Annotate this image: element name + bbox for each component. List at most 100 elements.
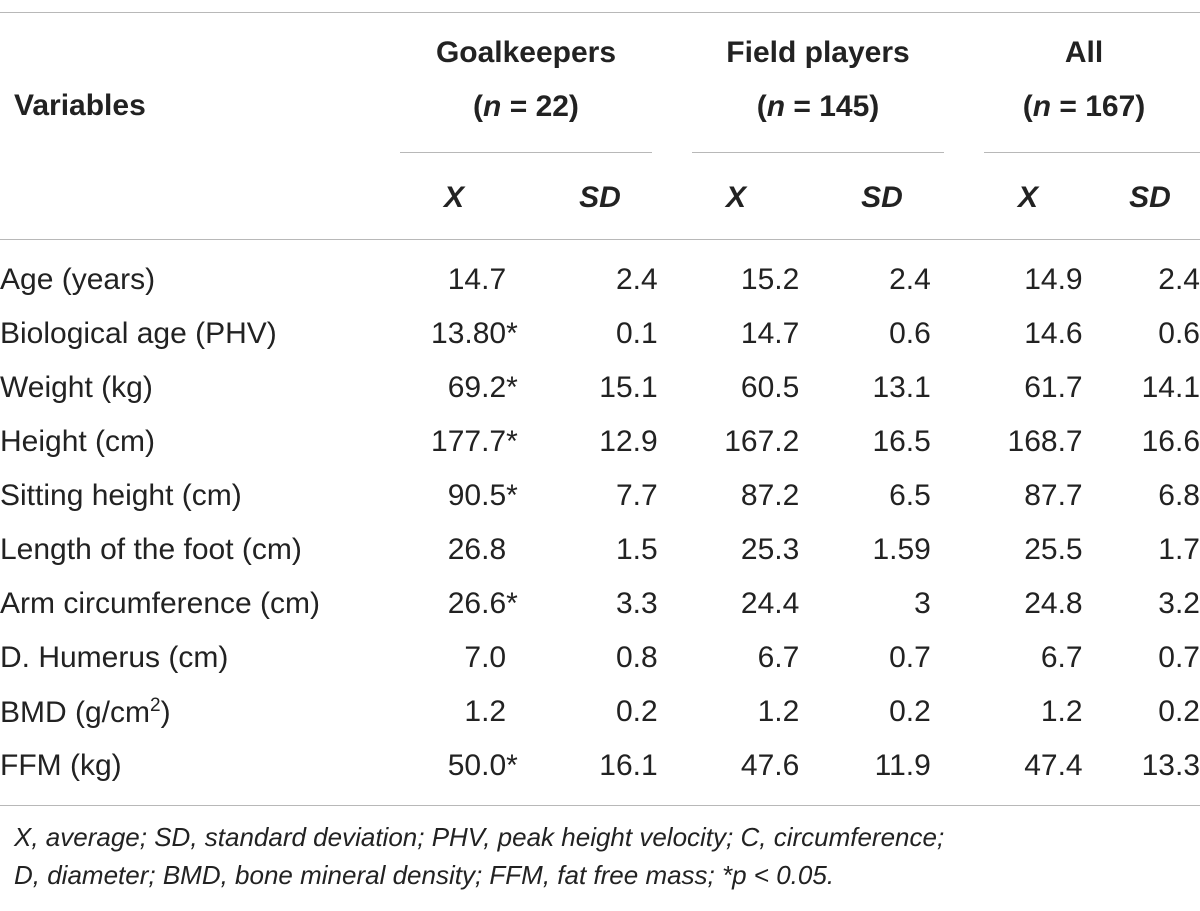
group-n: (n = 22) (473, 90, 579, 123)
variable-cell: Sitting height (cm) (0, 479, 242, 512)
significance-marker: * (506, 479, 518, 512)
value-cell: 1.5 (615, 533, 658, 566)
table-row: Height (cm) 177.7* 12.9 167.2 16.5 168.7 16.6 (0, 415, 1200, 469)
variables-header: Variables (14, 89, 146, 122)
value-cell: 3.3 (615, 587, 658, 620)
table-row: D. Humerus (cm) 7.0 0.8 6.7 0.7 6.7 0.7 (0, 631, 1200, 685)
value-cell: 16.6 (1141, 425, 1200, 458)
variable-cell: Biological age (PHV) (0, 317, 277, 350)
value-cell: 7.7 (615, 479, 658, 512)
variable-cell: Weight (kg) (0, 371, 153, 404)
value-cell: 0.6 (889, 317, 931, 350)
variable-cell: FFM (kg) (0, 749, 122, 782)
value-cell: 177.7* (384, 415, 526, 469)
value-cell: 25.3 (740, 533, 800, 566)
value-cell: 24.4 (740, 587, 800, 620)
group-rule-goalkeepers (400, 152, 652, 153)
group-header-field-players: Field players (n = 145) (668, 26, 968, 134)
value-cell: 25.5 (1024, 533, 1083, 566)
table-row: Biological age (PHV) 13.80* 0.1 14.7 0.6 14.6… (0, 307, 1200, 361)
value-cell: 0.8 (615, 641, 658, 674)
value-cell: 16.5 (872, 425, 931, 458)
variable-cell: Age (years) (0, 263, 156, 296)
value-cell: 1.59 (872, 533, 931, 566)
value-cell: 87.2 (740, 479, 800, 512)
value-cell: 50.0* (384, 739, 526, 793)
value-cell: 47.6 (740, 749, 800, 782)
value-cell: 69.2* (384, 361, 526, 415)
value-cell: 0.2 (889, 695, 931, 728)
value-cell: 13.3 (1141, 749, 1200, 782)
value-cell: 14.7 (447, 263, 507, 296)
subheader-sd: SD (579, 181, 621, 214)
variable-cell: D. Humerus (cm) (0, 641, 229, 674)
subheader-sd: SD (1129, 181, 1171, 214)
group-n: (n = 167) (1022, 90, 1146, 123)
value-cell: 0.2 (615, 695, 658, 728)
value-cell: 47.4 (1024, 749, 1083, 782)
variable-cell: Arm circumference (cm) (0, 587, 321, 620)
group-header-goalkeepers: Goalkeepers (n = 22) (376, 26, 676, 134)
table-bottom-rule (0, 805, 1200, 806)
subheader-x: X (443, 181, 464, 214)
value-cell: 16.1 (599, 749, 658, 782)
data-table: Age (years) 14.7 2.4 15.2 2.4 14.9 2.4 Biologic… (0, 253, 1200, 793)
value-cell: 1.2 (757, 695, 800, 728)
table-row: Length of the foot (cm) 26.8 1.5 25.3 1.59 25… (0, 523, 1200, 577)
value-cell: 15.1 (599, 371, 658, 404)
group-rule-field-players (692, 152, 944, 153)
value-cell: 0.6 (1158, 317, 1200, 350)
table-row: Age (years) 14.7 2.4 15.2 2.4 14.9 2.4 (0, 253, 1200, 307)
group-name: Field players (726, 36, 910, 69)
value-cell: 11.9 (874, 749, 931, 782)
group-name: All (1064, 36, 1104, 69)
value-cell: 6.7 (1040, 641, 1083, 674)
table-row: Sitting height (cm) 90.5* 7.7 87.2 6.5 87.7 6.… (0, 469, 1200, 523)
value-cell: 26.6* (384, 577, 526, 631)
value-cell: 0.7 (1158, 641, 1200, 674)
value-cell: 167.2 (724, 425, 800, 458)
subheader-x: X (1017, 181, 1038, 214)
group-name: Goalkeepers (435, 36, 617, 69)
footnote-line: D, diameter; BMD, bone mineral density; … (14, 860, 835, 890)
significance-marker: * (506, 371, 518, 404)
variable-cell: Length of the foot (cm) (0, 533, 302, 566)
significance-marker: * (506, 317, 518, 350)
value-cell: 14.9 (1024, 263, 1083, 296)
value-cell: 2.4 (615, 263, 658, 296)
group-header-all: All (n = 167) (934, 26, 1200, 134)
value-cell: 1.2 (464, 695, 507, 728)
significance-marker: * (506, 587, 518, 620)
significance-marker: * (506, 749, 518, 782)
table-body: Age (years) 14.7 2.4 15.2 2.4 14.9 2.4 Biologic… (0, 253, 1200, 793)
value-cell: 12.9 (599, 425, 658, 458)
table-header-rule (0, 239, 1200, 240)
value-cell: 90.5* (384, 469, 526, 523)
value-cell: 0.1 (615, 317, 658, 350)
table-footnote: X, average; SD, standard deviation; PHV,… (14, 818, 1186, 894)
significance-marker: * (506, 425, 518, 458)
value-cell: 14.1 (1141, 371, 1200, 404)
value-cell: 1.7 (1158, 533, 1200, 566)
group-n: (n = 145) (756, 90, 880, 123)
subheader-x: X (725, 181, 746, 214)
value-cell: 60.5 (740, 371, 800, 404)
value-cell: 6.8 (1158, 479, 1200, 512)
value-cell: 13.80* (384, 307, 526, 361)
value-cell: 6.7 (757, 641, 800, 674)
subheader-sd: SD (861, 181, 903, 214)
value-cell: 0.7 (889, 641, 931, 674)
value-cell: 3 (914, 587, 931, 620)
value-cell: 0.2 (1158, 695, 1200, 728)
variable-cell: Height (cm) (0, 425, 156, 458)
footnote-line: X, average; SD, standard deviation; PHV,… (14, 822, 945, 852)
value-cell: 6.5 (889, 479, 931, 512)
table-row: Weight (kg) 69.2* 15.1 60.5 13.1 61.7 14.1 (0, 361, 1200, 415)
value-cell: 14.7 (740, 317, 800, 350)
value-cell: 15.2 (740, 263, 800, 296)
group-rule-all (984, 152, 1200, 153)
value-cell: 24.8 (1024, 587, 1083, 620)
value-cell: 2.4 (889, 263, 931, 296)
value-cell: 87.7 (1024, 479, 1083, 512)
table-row: Arm circumference (cm) 26.6* 3.3 24.4 3 24.8 3… (0, 577, 1200, 631)
